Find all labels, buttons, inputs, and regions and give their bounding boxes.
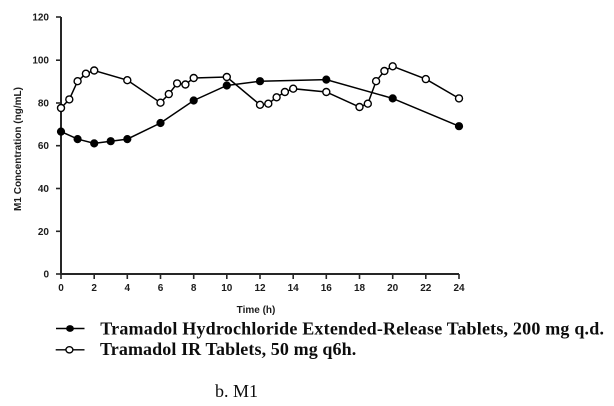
svg-text:12: 12 [254, 283, 266, 294]
svg-text:40: 40 [38, 184, 50, 195]
svg-text:0: 0 [43, 270, 49, 281]
svg-text:18: 18 [354, 283, 366, 294]
svg-text:2: 2 [91, 283, 97, 294]
svg-text:14: 14 [288, 283, 300, 294]
svg-text:b. M1: b. M1 [215, 381, 258, 401]
svg-text:22: 22 [420, 283, 432, 294]
svg-text:60: 60 [38, 141, 50, 152]
svg-text:80: 80 [38, 99, 50, 110]
svg-text:20: 20 [38, 227, 50, 238]
svg-text:Tramadol IR Tablets, 50 mg q6h: Tramadol IR Tablets, 50 mg q6h. [100, 339, 356, 359]
svg-text:120: 120 [32, 13, 49, 24]
svg-text:0: 0 [58, 283, 64, 294]
svg-text:16: 16 [321, 283, 333, 294]
svg-text:8: 8 [191, 283, 197, 294]
svg-text:100: 100 [32, 56, 49, 67]
svg-text:4: 4 [125, 283, 131, 294]
svg-text:Tramadol Hydrochloride Extende: Tramadol Hydrochloride Extended-Release … [100, 318, 604, 338]
svg-text:24: 24 [453, 283, 465, 294]
svg-text:20: 20 [387, 283, 399, 294]
svg-text:Time (h): Time (h) [237, 305, 276, 316]
svg-text:M1 Concentration (ng/mL): M1 Concentration (ng/mL) [13, 87, 24, 211]
svg-text:10: 10 [221, 283, 233, 294]
svg-text:6: 6 [158, 283, 164, 294]
